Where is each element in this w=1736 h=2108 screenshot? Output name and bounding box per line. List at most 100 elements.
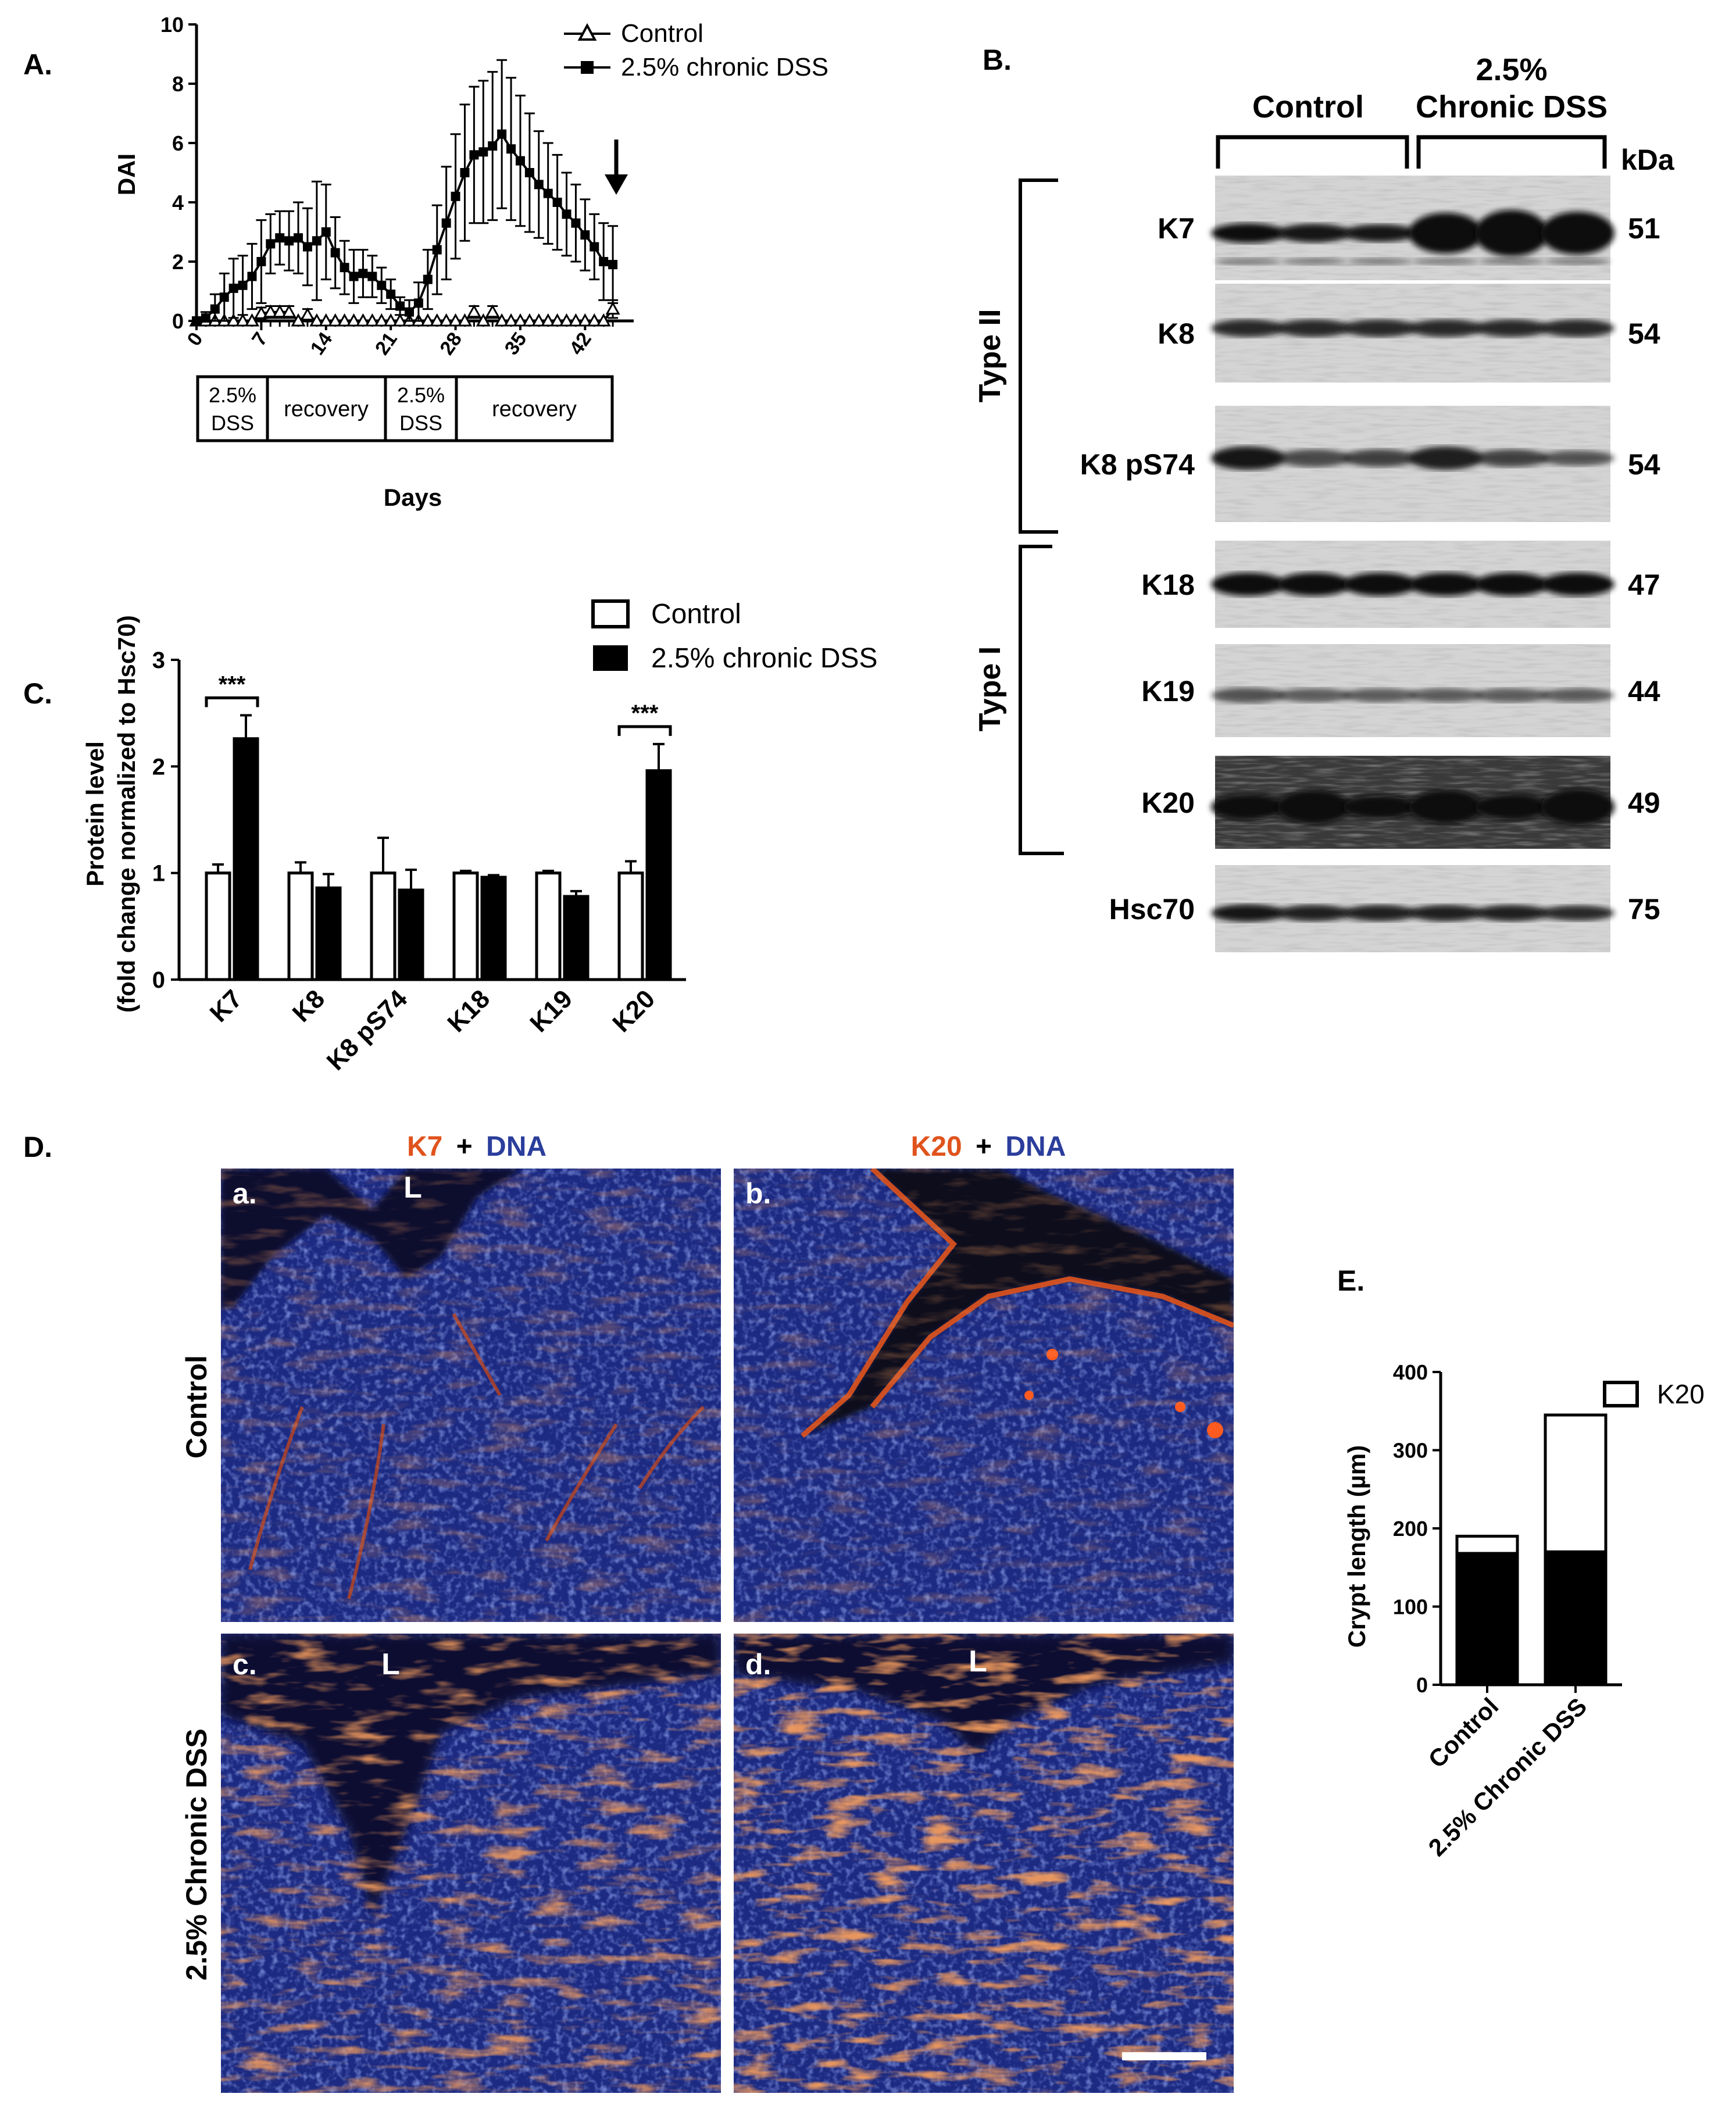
blot-band — [1540, 905, 1614, 921]
col1-title-plus: + — [456, 1131, 473, 1162]
panel-b: B. Control 2.5% Chronic DSS kDa Type II … — [973, 44, 1675, 952]
category-label: 2.5% Chronic DSS — [1423, 1692, 1592, 1862]
y-tick-label: 0 — [1416, 1673, 1428, 1697]
y-tick-label: 0 — [152, 967, 165, 993]
dss-point — [590, 242, 599, 252]
control-point — [596, 313, 611, 327]
blot-band — [1342, 319, 1417, 337]
control-point — [300, 307, 315, 321]
panel-a: A. 0 2 4 6 8 10 0 7 14 21 28 35 42 Control 2.5% chro… — [23, 13, 828, 511]
dss-point — [275, 233, 285, 243]
x-tick-label: 14 — [306, 328, 337, 359]
control-point — [272, 304, 287, 318]
dss-point — [460, 168, 470, 177]
dss-point — [469, 150, 479, 160]
panel-c-legend: Control 2.5% chronic DSS — [591, 599, 878, 674]
schedule-recovery2: recovery — [492, 397, 577, 421]
blot-band — [1342, 795, 1417, 819]
dss-point — [451, 191, 460, 201]
blot-band — [1277, 790, 1351, 824]
type-i-bracket — [1019, 545, 1064, 855]
dss-point — [201, 313, 210, 323]
control-point — [244, 313, 260, 327]
micro-b-label: b. — [745, 1177, 771, 1210]
control-bar — [205, 871, 231, 981]
x-tick-label: 7 — [248, 328, 272, 350]
schedule-recovery1: recovery — [284, 397, 369, 421]
col2-title-k20: K20 — [911, 1131, 962, 1162]
blot-band-lower — [1215, 258, 1281, 265]
control-bar — [535, 871, 562, 981]
col2-title-dna: DNA — [1005, 1131, 1066, 1162]
col1-title: K7 + DNA — [407, 1131, 546, 1162]
dss-point — [192, 316, 201, 326]
micrograph-d: d. L — [734, 1634, 1234, 2093]
blot-band — [1211, 688, 1285, 703]
control-point — [309, 313, 324, 327]
control-point — [420, 313, 435, 327]
micrograph-a: a. L — [221, 1169, 721, 1622]
control-bar — [370, 871, 397, 981]
blot-band — [1211, 904, 1285, 922]
dss-bar — [398, 888, 424, 981]
dss-schedule: 2.5% DSS recovery 2.5% DSS recovery — [196, 375, 614, 442]
dss-point — [432, 245, 442, 255]
dss-point — [599, 257, 609, 266]
col1-title-dna: DNA — [486, 1131, 546, 1162]
dss-point — [367, 271, 377, 281]
category-label: K8 pS74 — [322, 984, 413, 1076]
y-tick-label: 400 — [1393, 1360, 1428, 1384]
blot-group-dss-line1: 2.5% — [1476, 52, 1547, 87]
scale-bar — [1122, 2052, 1206, 2060]
blot-row-label: K7 — [1158, 212, 1195, 245]
blot-band — [1342, 573, 1417, 596]
legend-dss-label: 2.5% chronic DSS — [621, 53, 828, 81]
control-point — [559, 313, 574, 327]
blot-band — [1211, 573, 1285, 596]
category-label: K7 — [205, 984, 248, 1027]
control-point — [503, 313, 519, 327]
panel-a-ylabel: DAI — [113, 153, 140, 195]
control-point — [457, 313, 473, 327]
blot-band — [1540, 688, 1614, 702]
control-point — [263, 304, 278, 318]
control-bar — [287, 871, 314, 981]
legend-control-label: Control — [621, 19, 703, 48]
control-point — [226, 313, 241, 327]
control-point — [531, 313, 546, 327]
control-point — [355, 313, 370, 327]
dss-point — [321, 227, 331, 237]
type-i-label: Type I — [973, 646, 1007, 731]
dss-point — [228, 283, 238, 293]
blot-band — [1409, 905, 1483, 921]
timepoint-arrow — [605, 140, 628, 195]
control-point — [587, 313, 602, 327]
control-point — [430, 313, 445, 327]
blot-kda-value: 54 — [1628, 317, 1660, 350]
y-tick-label: 0 — [172, 309, 184, 333]
crypt-base-segment — [1544, 1550, 1608, 1687]
panel-d-label: D. — [23, 1131, 52, 1163]
dss-bar — [233, 737, 259, 981]
dss-point — [543, 188, 553, 198]
control-point — [439, 313, 454, 327]
significance-stars: *** — [219, 671, 246, 697]
panel-e-label: E. — [1337, 1264, 1364, 1297]
dss-point — [515, 156, 525, 166]
dss-bar — [645, 769, 672, 981]
control-point — [337, 313, 352, 327]
row-label-control: Control — [180, 1355, 213, 1459]
bracket-dss — [1416, 135, 1607, 169]
y-tick-label: 4 — [172, 191, 184, 215]
dss-point — [210, 304, 220, 314]
legend-triangle-marker — [577, 23, 597, 41]
blot-band — [1540, 573, 1614, 596]
panel-b-label: B. — [983, 44, 1012, 76]
y-tick-label: 10 — [160, 13, 184, 37]
blot-strip-texture — [1215, 406, 1610, 522]
category-label: Control — [1423, 1692, 1504, 1773]
blot-band — [1409, 573, 1483, 596]
dss-point — [488, 141, 498, 151]
significance-stars: *** — [631, 701, 659, 726]
